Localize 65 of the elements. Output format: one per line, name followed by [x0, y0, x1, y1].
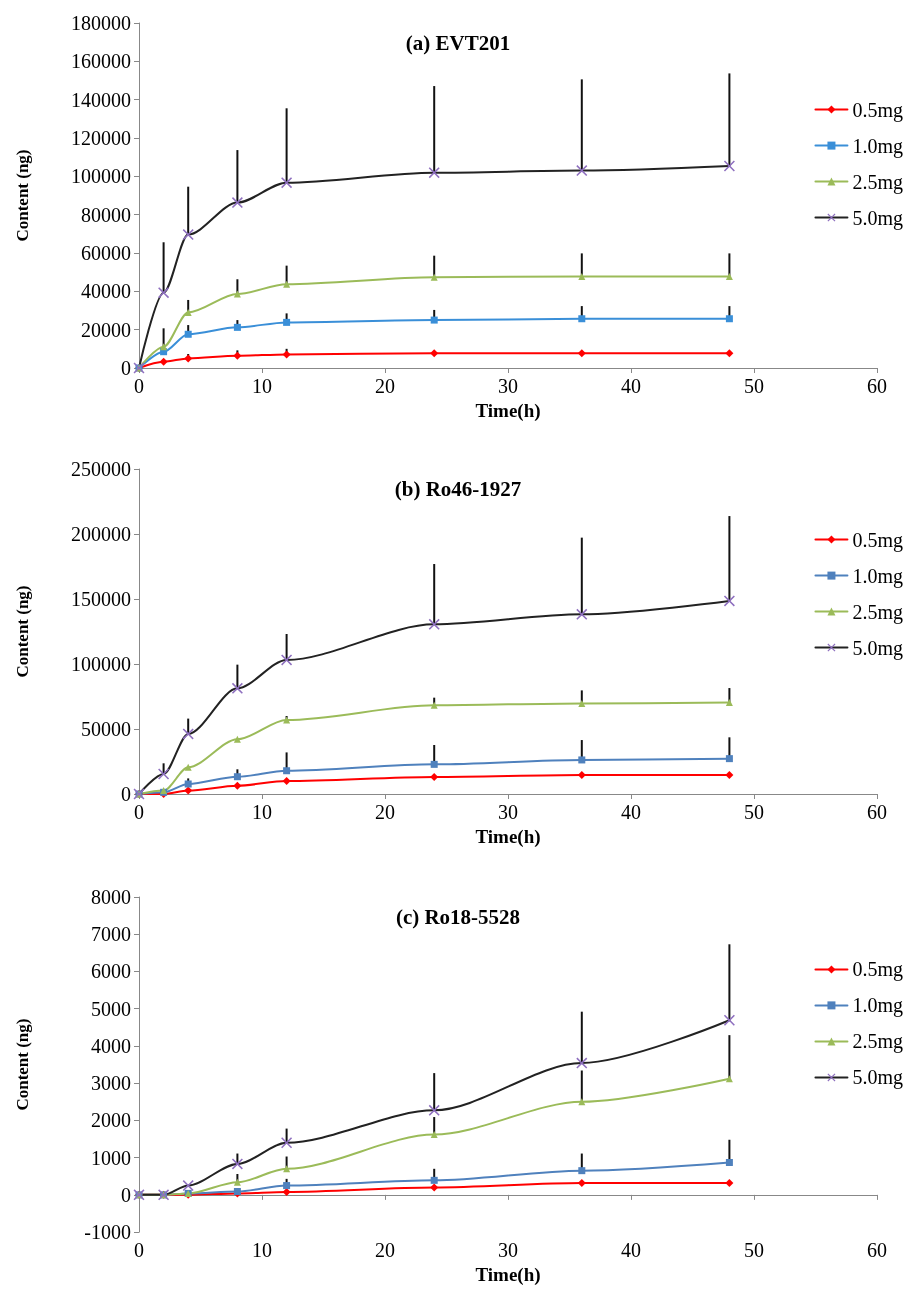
x-tick-label: 40: [621, 1239, 641, 1262]
y-tick-label: 1000: [91, 1146, 131, 1169]
y-tick-label: 8000: [91, 886, 131, 908]
y-tick-label: 50000: [81, 718, 131, 740]
x-tick-label: 50: [744, 801, 764, 823]
x-tick-label: 30: [498, 1239, 518, 1262]
y-tick-label: -1000: [84, 1221, 131, 1244]
y-tick-label: 6000: [91, 960, 131, 983]
legend-label: 2.5mg: [852, 170, 904, 194]
x-tick-label: 60: [867, 1239, 887, 1262]
x-tick-label: 20: [375, 375, 395, 397]
y-tick-label: 20000: [81, 318, 131, 341]
y-tick-label: 3000: [91, 1072, 131, 1095]
legend-label: 0.5mg: [852, 958, 904, 982]
chart-title: (a) EVT201: [405, 30, 511, 55]
x-tick-label: 30: [498, 801, 518, 823]
y-tick-label: 100000: [71, 653, 131, 675]
y-tick-label: 2000: [91, 1109, 131, 1132]
x-tick-label: 60: [867, 375, 887, 397]
x-tick-label: 10: [252, 801, 272, 823]
x-tick-label: 10: [252, 375, 272, 397]
x-tick-label: 20: [375, 1239, 395, 1262]
legend-label: 5.0mg: [852, 1066, 904, 1090]
legend-label: 1.0mg: [852, 134, 904, 158]
y-axis-title: Content (ng): [13, 585, 32, 678]
y-tick-label: 100000: [71, 165, 131, 188]
y-tick-label: 5000: [91, 997, 131, 1020]
y-tick-label: 80000: [81, 203, 131, 226]
legend-label: 1.0mg: [852, 564, 904, 588]
y-tick-label: 60000: [81, 242, 131, 264]
legend-label: 2.5mg: [852, 600, 904, 624]
y-tick-label: 150000: [71, 588, 131, 610]
legend-label: 0.5mg: [852, 528, 904, 552]
x-axis-title: Time(h): [475, 1264, 541, 1286]
chart-title: (c) Ro18-5528: [395, 904, 521, 929]
legend-label: 0.5mg: [852, 98, 904, 122]
y-tick-label: 0: [121, 1183, 131, 1206]
y-tick-label: 7000: [91, 923, 131, 946]
legend-label: 1.0mg: [852, 994, 904, 1018]
legend-label: 5.0mg: [852, 636, 904, 660]
x-axis-title: Time(h): [475, 399, 541, 422]
y-tick-label: 140000: [71, 88, 131, 111]
y-tick-label: 200000: [71, 523, 131, 545]
x-tick-label: 10: [252, 1239, 272, 1262]
y-axis-title: Content (ng): [13, 1018, 32, 1111]
y-tick-label: 0: [121, 783, 131, 805]
x-tick-label: 50: [744, 1239, 764, 1262]
y-tick-label: 40000: [81, 280, 131, 303]
x-tick-label: 30: [498, 375, 518, 397]
x-tick-label: 40: [621, 375, 641, 397]
x-tick-label: 40: [621, 801, 641, 823]
x-tick-label: 50: [744, 375, 764, 397]
x-axis-title: Time(h): [475, 825, 541, 848]
y-tick-label: 160000: [71, 50, 131, 73]
legend-label: 5.0mg: [852, 206, 904, 230]
y-tick-label: 120000: [71, 127, 131, 149]
chart-title: (b) Ro46-1927: [394, 476, 522, 501]
y-tick-label: 180000: [71, 12, 131, 34]
x-tick-label: 20: [375, 801, 395, 823]
y-tick-label: 0: [121, 357, 131, 379]
legend-label: 2.5mg: [852, 1030, 904, 1054]
y-tick-label: 4000: [91, 1034, 131, 1057]
x-tick-label: 60: [867, 801, 887, 823]
y-tick-label: 250000: [71, 458, 131, 480]
y-axis-title: Content (ng): [13, 149, 32, 242]
